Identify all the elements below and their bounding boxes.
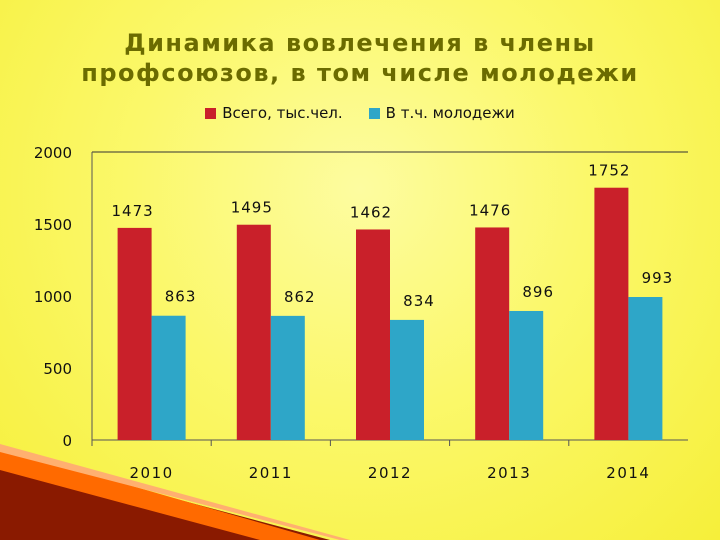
chart-bars (117, 187, 663, 440)
data-label-youth: 834 (403, 292, 435, 310)
bar-youth (270, 315, 305, 440)
bar-total (356, 229, 390, 440)
x-tick-label: 2012 (368, 464, 412, 482)
bar-youth (509, 310, 544, 440)
data-label-youth: 896 (522, 283, 554, 301)
bar-total (475, 227, 510, 440)
x-tick-label: 2014 (606, 464, 650, 482)
data-label-total: 1752 (588, 162, 630, 180)
legend-item-total: Всего, тыс.чел. (205, 104, 343, 122)
x-tick-label: 2011 (249, 464, 293, 482)
bar-total (236, 224, 271, 440)
y-tick-label: 500 (43, 360, 72, 378)
y-tick-label: 2000 (34, 144, 72, 162)
legend-label-total: Всего, тыс.чел. (222, 104, 343, 122)
y-tick-label: 1500 (34, 216, 72, 234)
bar-youth (628, 297, 663, 440)
bar-total (117, 227, 152, 440)
data-label-youth: 863 (165, 288, 197, 306)
legend-swatch-youth (368, 107, 380, 119)
legend-swatch-total (205, 107, 217, 119)
bar-youth (151, 315, 186, 440)
x-tick-label: 2013 (487, 464, 531, 482)
data-label-total: 1473 (112, 202, 154, 220)
legend: Всего, тыс.чел. В т.ч. молодежи (0, 104, 720, 122)
legend-item-youth: В т.ч. молодежи (368, 104, 515, 122)
data-label-total: 1476 (469, 201, 511, 219)
bar-total (594, 187, 629, 440)
bar-youth (390, 319, 424, 440)
data-label-youth: 862 (284, 288, 316, 306)
chart-title: Динамика вовлечения в члены профсоюзов, … (81, 29, 639, 87)
y-tick-label: 1000 (34, 288, 72, 306)
legend-label-youth: В т.ч. молодежи (385, 104, 515, 122)
y-tick-label: 0 (62, 432, 72, 450)
x-tick-label: 2010 (130, 464, 174, 482)
data-label-total: 1462 (350, 203, 392, 221)
chart-labels: 0 500 1000 1500 2000 2010 1473 863 2011 1495 862 20… (34, 144, 674, 482)
data-label-total: 1495 (231, 199, 273, 217)
data-label-youth: 993 (642, 269, 674, 287)
decorative-ribbon-light (0, 444, 350, 540)
